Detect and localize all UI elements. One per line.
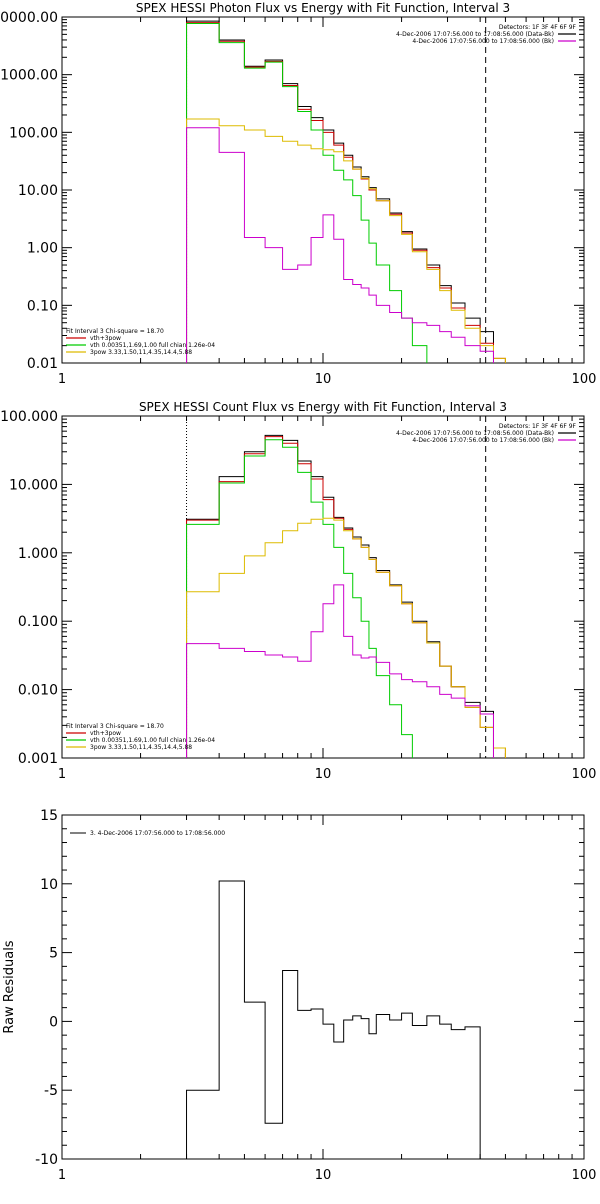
header-text: 4-Dec-2006 17:07:56.000 to 17:08:56.000 … (396, 31, 554, 38)
x-tick-label: 10 (315, 372, 332, 387)
y-tick-label: 0.10 (27, 298, 58, 314)
chart-3: 1 10 100 15 10 5 0 -5 -10 Raw Residuals 3. 4-Dec-2… (2, 808, 596, 1183)
x-tick-label: 1 (58, 767, 66, 782)
y-tick-label: 1.00 (27, 241, 58, 257)
y-axis-label: Raw Residuals (2, 940, 17, 1033)
y-tick-label: 5 (49, 946, 58, 962)
plot-area (186, 17, 506, 363)
y-tick-label: 0 (49, 1014, 58, 1030)
series-data-bk-line (186, 434, 494, 758)
y-tick-label: 1000.00 (0, 68, 58, 84)
y-tick-label: 0.100 (18, 614, 58, 630)
chart-title: SPEX HESSI Count Flux vs Energy with Fit… (139, 400, 507, 414)
y-tick-label: 10 (40, 877, 58, 893)
chart-title: SPEX HESSI Photon Flux vs Energy with Fi… (136, 1, 510, 15)
series-3pow-line (186, 517, 506, 758)
plot-area (186, 880, 481, 1159)
header-text: 4-Dec-2006 17:07:56.000 to 17:08:56.000 … (412, 38, 554, 45)
plot-frame (61, 16, 585, 364)
series-vth-line (186, 439, 413, 758)
x-tick-label: 1 (58, 372, 66, 387)
y-tick-label: 1.000 (18, 546, 58, 562)
header-text: Detectors: 1F 3F 4F 6F 9F (499, 24, 577, 31)
series-3pow-line (186, 118, 506, 363)
fit-legend-text: vth+3pow (90, 730, 121, 737)
y-tick-label: -5 (44, 1083, 58, 1099)
fit-legend-text: vth 0.00351,1.69,1.00 full chian 1.26e-0… (90, 737, 215, 744)
x-tick-label: 10 (315, 1168, 332, 1183)
header-text: 4-Dec-2006 17:07:56.000 to 17:08:56.000 … (396, 430, 554, 437)
y-tick-label: 0.01 (27, 356, 58, 372)
plot-frame (61, 415, 585, 759)
y-tick-label: 0.010 (18, 683, 58, 699)
x-tick-label: 100 (572, 1168, 597, 1183)
legend-text: 3. 4-Dec-2006 17:07:56.000 to 17:08:56.0… (90, 830, 225, 837)
fit-legend-text: vth 0.00351,1.69,1.00 full chian 1.26e-0… (90, 342, 215, 349)
y-tick-label: 10.000 (9, 477, 58, 493)
chart-2: SPEX HESSI Count Flux vs Energy with Fit… (0, 400, 596, 782)
header-text: 4-Dec-2006 17:07:56.000 to 17:08:56.000 … (412, 437, 554, 444)
fit-legend-text: vth+3pow (90, 335, 121, 342)
y-tick-label: 100.00 (9, 125, 58, 141)
chart-1: SPEX HESSI Photon Flux vs Energy with Fi… (0, 1, 596, 387)
x-tick-label: 1 (58, 1168, 66, 1183)
y-tick-label: 100.000 (0, 409, 58, 425)
series-data-bk-line (186, 20, 494, 363)
fit-legend-text: Fit Interval 3 Chi-square = 18.70 (66, 723, 164, 730)
y-tick-label: 10.00 (18, 183, 58, 199)
x-tick-label: 10 (315, 767, 332, 782)
series-bk-line (186, 127, 494, 363)
series-vth-line (186, 23, 428, 363)
y-tick-label: 15 (40, 808, 58, 824)
series-vth-3pow-line (186, 436, 506, 758)
x-tick-label: 100 (572, 372, 597, 387)
series-3-4-dec-2006-17-07-56-000-to-17-08-56-000-line (186, 880, 481, 1159)
fit-legend-text: Fit Interval 3 Chi-square = 18.70 (66, 328, 164, 335)
series-bk-line (186, 584, 494, 758)
header-text: Detectors: 1F 3F 4F 6F 9F (499, 423, 577, 430)
plot-area (186, 416, 506, 758)
fit-legend-text: 3pow 3.33,1.50,11,4.35,14.4,5.88 (90, 744, 192, 751)
plot-frame (61, 814, 585, 1160)
x-tick-label: 100 (572, 767, 597, 782)
series-vth-3pow-line (186, 22, 506, 363)
fit-legend-text: 3pow 3.33,1.50,11,4.35,14.4,5.88 (90, 349, 192, 356)
y-tick-label: -10 (35, 1152, 58, 1168)
y-tick-label: 0.001 (18, 751, 58, 767)
